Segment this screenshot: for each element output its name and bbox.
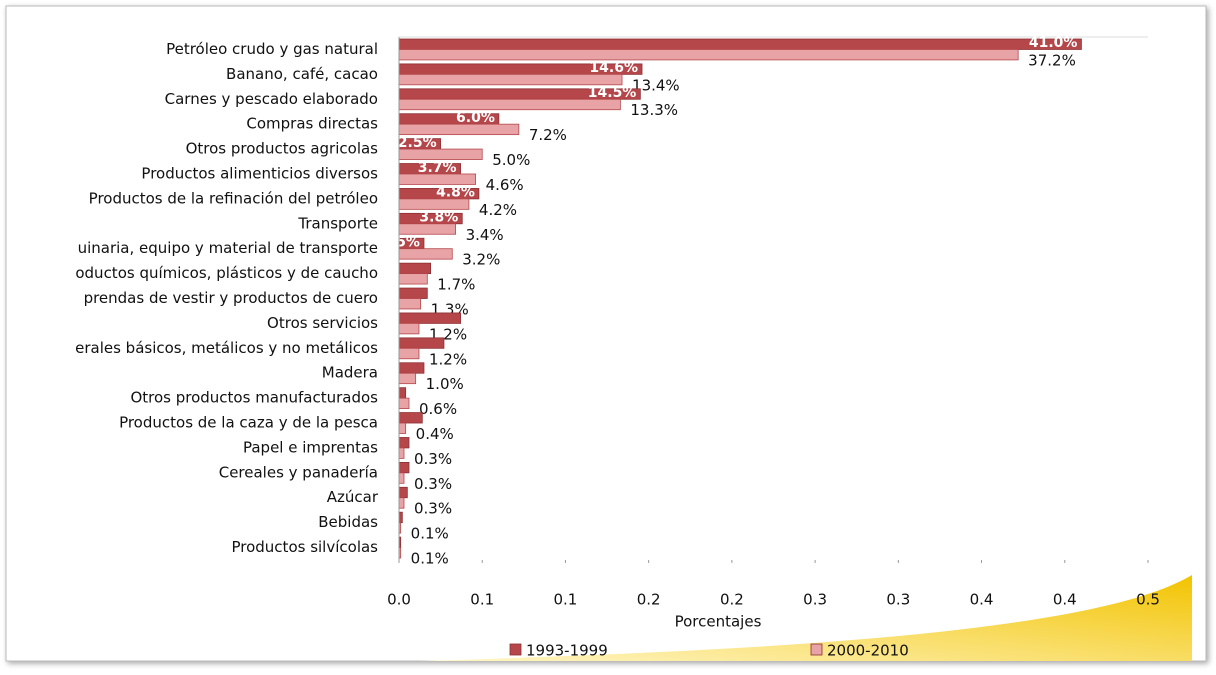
- category-label: Madera: [322, 364, 378, 382]
- data-label: 3.2%: [462, 251, 500, 269]
- category-label: Productos de la refinación del petróleo: [89, 189, 378, 207]
- x-tick-label: 0.4: [1053, 591, 1077, 609]
- category-label: Otros productos manufacturados: [130, 389, 378, 407]
- bar: [398, 148, 483, 160]
- bar: [398, 173, 476, 185]
- bar: [398, 472, 405, 484]
- legend-label: 2000-2010: [827, 642, 909, 660]
- category-label: Productos de la caza y de la pesca: [119, 414, 378, 432]
- data-label: 5.0%: [492, 151, 530, 169]
- category-label: Compras directas: [246, 115, 378, 133]
- data-label: 1.5%: [381, 234, 420, 250]
- data-label: 0.6%: [419, 400, 457, 418]
- bar: [398, 312, 461, 324]
- bar: [398, 49, 1019, 61]
- bar: [398, 387, 407, 399]
- data-label: 3.4%: [466, 226, 504, 244]
- x-tick-label: 0.1: [470, 591, 494, 609]
- bar: [398, 486, 408, 499]
- category-label: Bebidas: [318, 513, 378, 531]
- bar: [398, 323, 420, 335]
- bar: [398, 397, 410, 409]
- bar: [398, 412, 423, 424]
- bar: [398, 248, 453, 260]
- category-label: Otros productos agricolas: [186, 140, 379, 158]
- bar: [398, 223, 456, 235]
- bar: [398, 422, 407, 434]
- data-label: 0.4%: [416, 425, 454, 443]
- data-label: 13.3%: [630, 101, 678, 119]
- data-label: 1.7%: [437, 276, 475, 294]
- data-label: 1.2%: [429, 350, 467, 368]
- x-tick-label: 0.0: [387, 591, 411, 609]
- x-axis-title: Porcentajes: [675, 613, 762, 631]
- category-label: Productos alimenticios diversos: [141, 164, 378, 182]
- bar: [398, 73, 623, 86]
- category-label: erales básicos, metálicos y no metálicos: [75, 339, 378, 357]
- x-tick-label: 0.3: [803, 591, 827, 609]
- bar: [398, 362, 425, 374]
- data-label: 0.3%: [414, 500, 452, 518]
- decoration: [420, 575, 1192, 661]
- bar: [398, 347, 420, 360]
- bar: [398, 447, 405, 459]
- data-label: 4.8%: [436, 185, 475, 201]
- data-label: 0.3%: [414, 450, 452, 468]
- category-label: Banano, café, cacao: [226, 65, 378, 83]
- x-tick-label: 0.4: [970, 591, 994, 609]
- category-label: Otros servicios: [267, 314, 378, 332]
- frame: [5, 5, 1207, 662]
- category-label: oductos químicos, plásticos y de caucho: [75, 264, 378, 282]
- data-label: 3.7%: [418, 160, 457, 176]
- data-label: 7.2%: [529, 126, 567, 144]
- data-label: 4.6%: [486, 176, 524, 194]
- data-label: 14.6%: [589, 60, 638, 76]
- bar: [398, 98, 621, 111]
- legend-label: 1993-1999: [526, 642, 608, 660]
- bar: [398, 461, 410, 474]
- x-tick-label: 0.2: [720, 591, 744, 609]
- category-label: uinaria, equipo y material de transporte: [78, 239, 378, 257]
- bar: [398, 372, 417, 385]
- bar: [398, 123, 520, 136]
- data-label: 4.2%: [479, 201, 517, 219]
- bar: [398, 337, 445, 349]
- category-label: Transporte: [297, 214, 378, 232]
- x-tick-label: 0.1: [554, 591, 578, 609]
- bar: [398, 287, 428, 299]
- bar: [398, 38, 1082, 50]
- data-label: 6.0%: [456, 110, 495, 126]
- data-label: 0.3%: [414, 475, 452, 493]
- legend-swatch: [509, 643, 522, 656]
- data-label: 37.2%: [1028, 51, 1076, 69]
- bar: [398, 198, 470, 210]
- data-label: 41.0%: [1029, 35, 1078, 51]
- x-tick-label: 0.3: [886, 591, 910, 609]
- legend-swatch: [810, 643, 823, 656]
- bar: [398, 273, 428, 285]
- category-label: Cereales y panadería: [219, 463, 378, 481]
- x-tick-label: 0.2: [637, 591, 661, 609]
- category-label: Azúcar: [327, 488, 379, 506]
- category-label: prendas de vestir y productos de cuero: [84, 289, 378, 307]
- category-label: Petróleo crudo y gas natural: [166, 40, 378, 58]
- bar: [398, 262, 432, 275]
- data-label: 14.5%: [588, 85, 637, 101]
- bar: [398, 298, 422, 310]
- category-label: Carnes y pescado elaborado: [165, 90, 378, 108]
- data-label: 2.5%: [398, 135, 437, 151]
- data-label: 1.0%: [426, 375, 464, 393]
- data-label: 3.8%: [419, 210, 458, 226]
- bar: [398, 437, 410, 449]
- category-label: Productos silvícolas: [231, 538, 378, 556]
- data-label: 0.1%: [411, 525, 449, 543]
- data-label: 13.4%: [632, 76, 680, 94]
- bar: [398, 497, 405, 509]
- x-tick-label: 0.5: [1136, 591, 1160, 609]
- category-label: Papel e imprentas: [243, 438, 378, 456]
- data-label: 0.1%: [411, 550, 449, 568]
